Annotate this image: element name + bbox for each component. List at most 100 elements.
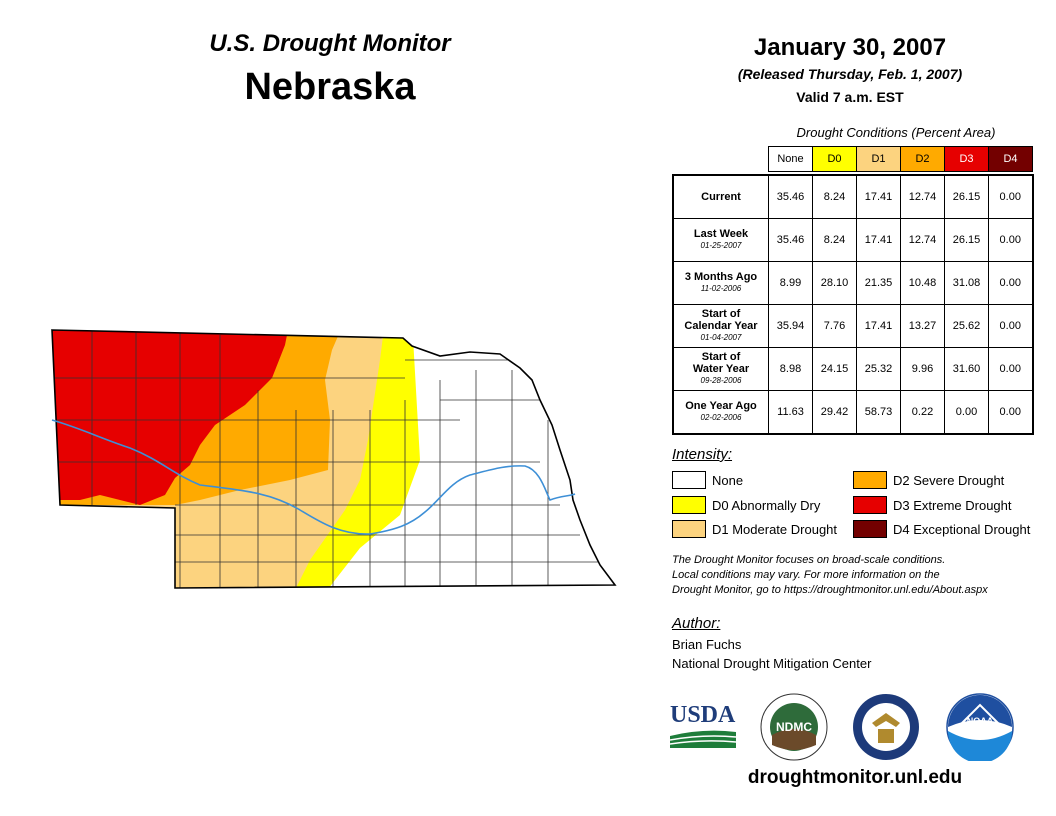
legend-swatch <box>853 471 887 489</box>
col-header-d0: D0 <box>812 146 857 172</box>
legend-label: D3 Extreme Drought <box>893 497 1012 513</box>
website-link[interactable]: droughtmonitor.unl.edu <box>747 767 963 788</box>
legend-item-d3: D3 Extreme Drought <box>853 496 1012 514</box>
col-header-d3: D3 <box>944 146 989 172</box>
platte-river <box>51 419 576 535</box>
table-cell: 28.10 <box>812 261 857 305</box>
legend-swatch <box>672 496 706 514</box>
row-date: 09-28-2006 <box>700 376 742 385</box>
row-date: 02-02-2006 <box>700 413 742 422</box>
row-label-text: 3 Months Ago <box>684 271 758 283</box>
note-line: The Drought Monitor focuses on broad-sca… <box>672 554 946 566</box>
usda-logo-text: USDA <box>670 702 736 728</box>
legend-swatch <box>853 520 887 538</box>
map-date: January 30, 2007 <box>753 34 947 61</box>
table-cell: 17.41 <box>856 304 901 348</box>
table-cell: 13.27 <box>900 304 945 348</box>
row-label: 3 Months Ago 11-02-2006 <box>672 261 769 305</box>
legend-label: D1 Moderate Drought <box>712 521 838 537</box>
legend-title: Intensity: <box>672 446 733 463</box>
table-cell: 0.22 <box>900 390 945 435</box>
table-cell: 8.98 <box>768 347 813 391</box>
table-cell: 31.08 <box>944 261 989 305</box>
row-label-text: Start of <box>701 351 741 363</box>
table-cell: 0.00 <box>988 218 1033 262</box>
table-cell: 8.99 <box>768 261 813 305</box>
legend-item-d0: D0 Abnormally Dry <box>672 496 820 514</box>
seal-inner <box>862 703 910 751</box>
drought-monitor-note: The Drought Monitor focuses on broad-sca… <box>672 553 1042 598</box>
legend-swatch <box>672 471 706 489</box>
author-title: Author: <box>672 615 721 632</box>
table-row: Start of Calendar Year 01-04-2007 35.94 7.76… <box>672 304 1033 348</box>
noaa-wave <box>948 731 1012 761</box>
usda-field-icon <box>669 730 737 748</box>
col-header-d4: D4 <box>988 146 1033 172</box>
row-label: Last Week 01-25-2007 <box>672 218 769 262</box>
row-label-text: Start of <box>701 308 741 320</box>
table-cell: 26.15 <box>944 218 989 262</box>
table-cell: 17.41 <box>856 174 901 219</box>
col-header-none: None <box>768 146 813 172</box>
d3-area <box>52 330 290 505</box>
table-cell: 0.00 <box>988 261 1033 305</box>
ndmc-land <box>772 729 816 750</box>
row-label: Start of Calendar Year 01-04-2007 <box>672 304 769 348</box>
table-cell: 10.48 <box>900 261 945 305</box>
eagle-icon <box>872 713 900 727</box>
noaa-logo: NOAA <box>946 693 1014 761</box>
table-cell: 35.94 <box>768 304 813 348</box>
legend-label: None <box>712 472 744 488</box>
row-label-text: One Year Ago <box>685 400 757 412</box>
table-row: Start of Water Year 09-28-2006 8.98 24.15 25.… <box>672 347 1033 391</box>
table-row: Current 35.46 8.24 17.41 12.74 26.15 0.00 <box>672 174 1033 219</box>
row-date: 01-25-2007 <box>700 241 742 250</box>
table-cell: 0.00 <box>988 347 1033 391</box>
table-caption: Drought Conditions (Percent Area) <box>796 125 996 140</box>
table-cell: 0.00 <box>988 390 1033 435</box>
table-cell: 8.24 <box>812 218 857 262</box>
row-date: 11-02-2006 <box>700 284 742 293</box>
col-header-d2: D2 <box>900 146 945 172</box>
usda-logo: USDA <box>669 702 740 750</box>
state-title: Nebraska <box>244 66 416 108</box>
table-row: One Year Ago 02-02-2006 11.63 29.42 58.73 0.2… <box>672 390 1033 435</box>
table-cell: 24.15 <box>812 347 857 391</box>
author-org: National Drought Mitigation Center <box>672 656 872 671</box>
drought-conditions-table: None D0 D1 D2 D3 D4 Current 35.46 8.24 17.4… <box>672 146 1034 435</box>
ndmc-logo: NDMC <box>760 693 828 761</box>
table-cell: 11.63 <box>768 390 813 435</box>
state-outline <box>51 329 617 589</box>
table-cell: 12.74 <box>900 174 945 219</box>
row-label: Current <box>672 174 769 219</box>
table-cell: 0.00 <box>944 390 989 435</box>
legend-label: D0 Abnormally Dry <box>712 497 821 513</box>
legend-item-d4: D4 Exceptional Drought <box>853 520 1030 538</box>
map-subtitle: U.S. Drought Monitor <box>209 30 451 57</box>
note-line: Local conditions may vary. For more info… <box>672 569 940 581</box>
noaa-logo-text: NOAA <box>967 716 994 726</box>
table-cell: 21.35 <box>856 261 901 305</box>
table-cell: 7.76 <box>812 304 857 348</box>
shield-icon <box>878 729 894 743</box>
county-lines <box>52 330 600 588</box>
ndmc-logo-text: NDMC <box>776 720 812 734</box>
table-row: 3 Months Ago 11-02-2006 8.99 28.10 21.35 10.4… <box>672 261 1033 305</box>
table-corner <box>673 147 769 172</box>
author-name: Brian Fuchs <box>672 637 742 652</box>
commerce-seal-logo <box>853 694 919 760</box>
valid-time: Valid 7 a.m. EST <box>796 89 904 105</box>
table-cell: 12.74 <box>900 218 945 262</box>
table-cell: 25.32 <box>856 347 901 391</box>
table-cell: 17.41 <box>856 218 901 262</box>
table-cell: 29.42 <box>812 390 857 435</box>
row-label: Start of Water Year 09-28-2006 <box>672 347 769 391</box>
table-cell: 0.00 <box>988 174 1033 219</box>
row-label: One Year Ago 02-02-2006 <box>672 390 769 435</box>
row-label-text-2: Water Year <box>692 363 750 375</box>
legend-item-d1: D1 Moderate Drought <box>672 520 837 538</box>
table-cell: 8.24 <box>812 174 857 219</box>
table-cell: 35.46 <box>768 218 813 262</box>
legend-label: D2 Severe Drought <box>893 472 1005 488</box>
table-cell: 58.73 <box>856 390 901 435</box>
